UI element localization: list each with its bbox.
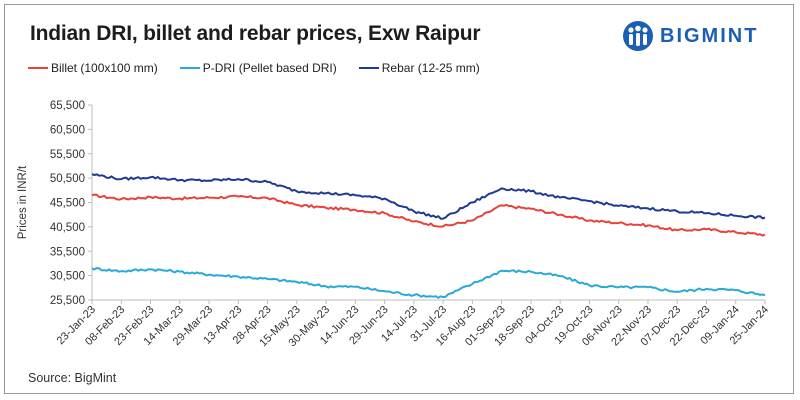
brand-logo: BIGMINT — [622, 20, 758, 52]
legend-swatch-rebar — [358, 67, 379, 69]
y-tick-label: 25,500 — [50, 295, 85, 307]
legend-item-rebar: Rebar (12-25 mm) — [358, 61, 480, 75]
chart-legend: Billet (100x100 mm) P-DRI (Pellet based … — [28, 61, 502, 75]
y-tick-label: 45,500 — [50, 198, 85, 210]
source-note: Source: BigMint — [28, 371, 117, 385]
y-tick-label: 60,500 — [50, 124, 85, 136]
y-tick-label: 35,500 — [50, 246, 85, 258]
legend-swatch-pdri — [179, 67, 200, 69]
series-line-pdri — [91, 267, 766, 299]
chart-title: Indian DRI, billet and rebar prices, Exw… — [30, 22, 481, 45]
y-tick-label: 30,500 — [50, 271, 85, 283]
legend-label-rebar: Rebar (12-25 mm) — [381, 61, 480, 75]
legend-label-pdri: P-DRI (Pellet based DRI) — [202, 61, 337, 75]
y-tick-label: 55,500 — [50, 149, 85, 161]
bigmint-people-logo-icon — [623, 21, 653, 51]
series-line-billet — [91, 193, 766, 237]
y-tick-label: 65,500 — [50, 100, 85, 112]
legend-label-billet: Billet (100x100 mm) — [51, 61, 158, 75]
y-axis-title: Prices in INR/t — [17, 165, 29, 239]
y-tick-label: 50,500 — [50, 173, 85, 185]
legend-swatch-billet — [28, 67, 48, 69]
series-line-rebar — [91, 173, 766, 220]
legend-item-billet: Billet (100x100 mm) — [28, 61, 158, 75]
brand-name: BIGMINT — [660, 24, 759, 47]
legend-item-pdri: P-DRI (Pellet based DRI) — [179, 61, 337, 75]
y-tick-label: 40,500 — [50, 222, 85, 234]
